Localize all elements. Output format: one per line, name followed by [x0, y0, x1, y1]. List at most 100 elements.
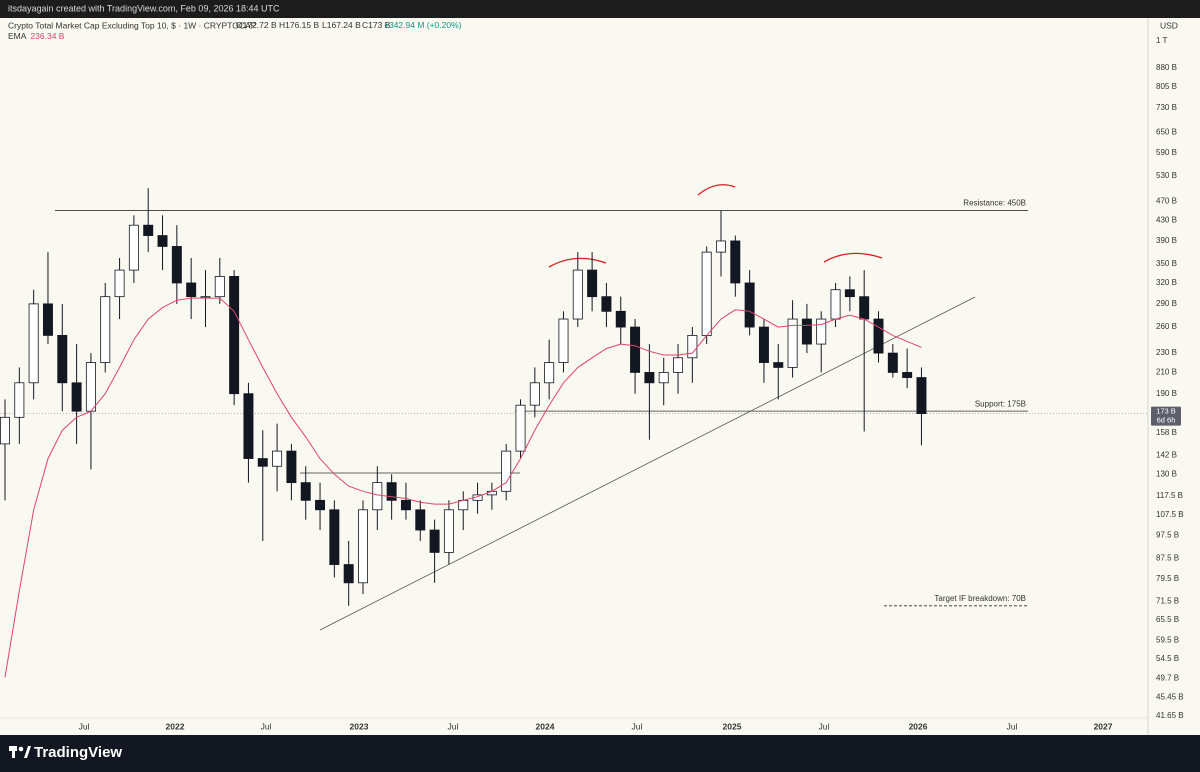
- y-tick-label: 49.7 B: [1156, 674, 1179, 683]
- y-tick-label: 97.5 B: [1156, 531, 1179, 540]
- candle-body: [372, 482, 383, 511]
- x-tick-label: Jul: [79, 721, 90, 731]
- candle-body: [644, 372, 655, 384]
- y-tick-label: 130 B: [1156, 469, 1177, 478]
- y-tick-label: 430 B: [1156, 215, 1177, 224]
- ohlc-legend: H176.15 B: [279, 20, 320, 30]
- y-tick-label: 350 B: [1156, 259, 1177, 268]
- candle-body: [758, 326, 769, 363]
- candle-body: [587, 269, 598, 298]
- logo-shape: [24, 746, 31, 758]
- y-tick-label: 470 B: [1156, 196, 1177, 205]
- top-arc: [697, 184, 736, 196]
- ohlc-key: L: [322, 20, 327, 30]
- y-tick-label: 260 B: [1156, 322, 1177, 331]
- y-tick-label: 320 B: [1156, 278, 1177, 287]
- y-tick-label: 880 B: [1156, 63, 1177, 72]
- ohlc-key: C: [362, 20, 368, 30]
- candle-body: [816, 318, 827, 345]
- x-tick-label: Jul: [261, 721, 272, 731]
- candle-body: [28, 303, 39, 384]
- top-arc: [548, 257, 607, 268]
- y-tick-label: 79.5 B: [1156, 574, 1179, 583]
- candle-body: [773, 362, 784, 368]
- top-bar: [0, 0, 1200, 18]
- candle-body: [85, 362, 96, 412]
- candle-body: [128, 224, 139, 271]
- candle-body: [830, 289, 841, 320]
- y-tick-label: 45.45 B: [1156, 693, 1184, 702]
- y-tick-label: 107.5 B: [1156, 510, 1184, 519]
- candle-body: [873, 318, 884, 354]
- y-tick-label: 87.5 B: [1156, 554, 1179, 563]
- candle-body: [71, 382, 82, 412]
- candle-body: [630, 326, 641, 373]
- header-text: itsdayagain created with TradingView.com…: [8, 3, 280, 13]
- y-tick-label: 290 B: [1156, 299, 1177, 308]
- candle-body: [601, 296, 612, 312]
- price-tag-value: 173 B: [1156, 407, 1176, 416]
- candle-body: [229, 276, 240, 395]
- candle-body: [429, 529, 440, 553]
- ohlc-value: 176.15 B: [285, 20, 319, 30]
- candle-body: [400, 499, 411, 511]
- level-label: Resistance: 450B: [963, 199, 1026, 208]
- level-label: Support: 175B: [975, 399, 1026, 408]
- candle-body: [300, 482, 311, 501]
- footer: [0, 735, 1200, 772]
- candle-body: [257, 458, 268, 467]
- candle-body: [358, 509, 368, 584]
- ema-legend: EMA 236.34 B: [8, 31, 65, 41]
- candle-body: [214, 276, 225, 298]
- candle-body: [859, 296, 870, 320]
- candle-body: [744, 282, 755, 328]
- candle-body: [529, 382, 540, 406]
- y-tick-label: 530 B: [1156, 171, 1177, 180]
- ema-value: 236.34 B: [30, 31, 64, 41]
- ohlc-legend: +342.94 M (+0.20%): [384, 20, 462, 30]
- x-tick-label: 2027: [1094, 721, 1113, 731]
- x-tick-label: 2025: [723, 721, 742, 731]
- y-tick-label: 210 B: [1156, 368, 1177, 377]
- x-tick-label: Jul: [819, 721, 830, 731]
- candle-body: [716, 240, 726, 253]
- candle-body: [143, 224, 154, 236]
- ema-line: [4, 297, 922, 678]
- level-label: Target IF breakdown: 70B: [934, 594, 1026, 603]
- logo-shape: [18, 746, 24, 752]
- y-tick-label: 65.5 B: [1156, 615, 1179, 624]
- candle-body: [100, 296, 111, 363]
- brand-name: TradingView: [34, 744, 122, 761]
- ohlc-legend: C173 B: [362, 20, 391, 30]
- x-tick-label: Jul: [631, 721, 642, 731]
- candle-body: [114, 269, 125, 298]
- candle-body: [415, 509, 426, 531]
- ohlc-value: +342.94 M (+0.20%): [384, 20, 462, 30]
- x-tick-label: 2026: [909, 721, 928, 731]
- y-tick-label: 54.5 B: [1156, 654, 1179, 663]
- candle-body: [272, 450, 283, 467]
- ohlc-value: 172.72 B: [243, 20, 277, 30]
- candle-body: [673, 357, 684, 373]
- candle-body: [730, 240, 741, 284]
- trendline: [319, 296, 976, 631]
- y-tick-label: 158 B: [1156, 428, 1177, 437]
- y-tick-label: 117.5 B: [1156, 491, 1183, 500]
- x-tick-label: 2024: [536, 721, 555, 731]
- candle-body: [443, 509, 454, 553]
- price-tag-countdown: 6d 6h: [1157, 416, 1176, 425]
- candle-body: [801, 318, 812, 345]
- ohlc-legend: O172.72 B: [236, 20, 277, 30]
- candle-body: [42, 303, 53, 336]
- y-tick-label: 650 B: [1156, 128, 1177, 137]
- candle-body: [171, 246, 182, 284]
- candle-body: [343, 564, 354, 584]
- candle-body: [572, 269, 583, 320]
- candle-body: [0, 416, 10, 445]
- candle-body: [458, 499, 469, 511]
- candle-body: [200, 296, 211, 299]
- y-tick-label: 59.5 B: [1156, 635, 1179, 644]
- x-tick-label: 2023: [350, 721, 369, 731]
